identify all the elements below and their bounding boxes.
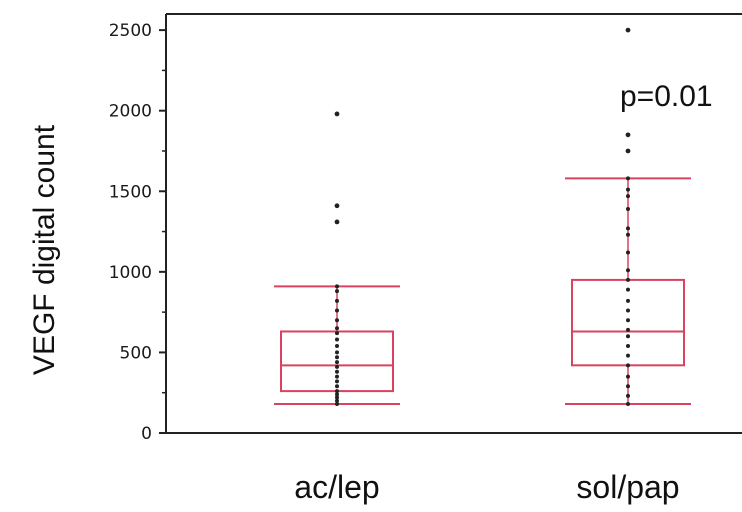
y-axis-title: VEGF digital count (28, 124, 61, 375)
data-point (335, 364, 339, 369)
data-point (335, 374, 339, 379)
outlier-point (625, 148, 631, 154)
data-point (626, 393, 630, 398)
data-point (626, 363, 630, 368)
data-point (335, 318, 339, 323)
labels: VEGF digital count p=0.01 (28, 80, 713, 375)
data-point (335, 360, 339, 365)
data-point (626, 308, 630, 313)
outlier-point (334, 219, 340, 225)
data-point (626, 334, 630, 339)
y-tick-label: 0 (141, 424, 152, 444)
data-point (335, 389, 339, 394)
data-point (335, 392, 339, 397)
data-point (335, 337, 339, 342)
iqr-box (571, 278, 685, 367)
data-point (335, 308, 339, 313)
data-point (626, 277, 630, 282)
x-category-label: sol/pap (576, 469, 679, 505)
data-point (335, 379, 339, 384)
data-point (335, 343, 339, 348)
data-point (335, 289, 339, 294)
data-point (626, 318, 630, 323)
p-value-annotation: p=0.01 (620, 80, 713, 113)
data-point (335, 355, 339, 360)
data-point (626, 187, 630, 192)
data-point (626, 226, 630, 231)
data-point (335, 350, 339, 355)
data-point (626, 287, 630, 292)
data-point (626, 232, 630, 237)
data-point (626, 194, 630, 199)
data-point (626, 374, 630, 379)
data-point (626, 250, 630, 255)
data-point (626, 343, 630, 348)
outlier-point (334, 203, 340, 209)
data-point (626, 268, 630, 273)
data-point (626, 206, 630, 211)
y-tick-label: 2500 (109, 21, 152, 41)
data-point (335, 369, 339, 374)
outlier-point (625, 27, 631, 33)
data-point (626, 401, 630, 406)
data-point (626, 327, 630, 332)
data-point (335, 298, 339, 303)
box-group: ac/lep (274, 111, 400, 505)
axes (165, 13, 742, 434)
data-point (626, 353, 630, 358)
outlier-point (625, 132, 631, 138)
y-tick-label: 2000 (109, 102, 152, 122)
y-tick-label: 500 (120, 343, 152, 363)
data-point (335, 401, 339, 406)
boxes: ac/lep sol/pap (274, 27, 691, 505)
x-category-label: ac/lep (294, 469, 379, 505)
box-group: sol/pap (565, 27, 691, 505)
y-tick-label: 1500 (109, 182, 152, 202)
data-point (335, 284, 339, 289)
data-point (335, 398, 339, 403)
data-point (335, 331, 339, 336)
data-point (626, 384, 630, 389)
data-point (626, 176, 630, 181)
y-tick-label: 1000 (109, 263, 152, 283)
outlier-point (334, 111, 340, 117)
data-point (335, 395, 339, 400)
data-point (335, 384, 339, 389)
data-point (626, 298, 630, 303)
data-point (335, 326, 339, 331)
y-axis-ticks: 0 500 1000 1500 2000 2500 (109, 21, 166, 444)
